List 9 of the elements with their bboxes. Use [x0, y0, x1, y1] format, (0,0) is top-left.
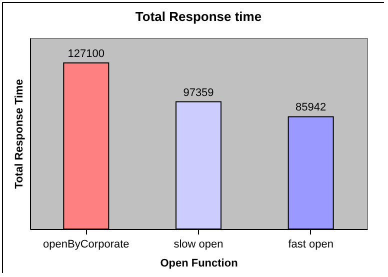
x-tick-label: slow open — [174, 238, 224, 250]
y-axis-title: Total Response Time — [14, 79, 26, 189]
data-label: 127100 — [68, 48, 105, 60]
chart-title: Total Response time — [135, 9, 262, 24]
x-axis-title: Open Function — [160, 258, 238, 270]
x-tick-label: openByCorporate — [43, 238, 130, 250]
data-label: 97359 — [183, 86, 214, 99]
x-tick-label: fast open — [288, 238, 334, 250]
data-label: 85942 — [296, 102, 326, 114]
